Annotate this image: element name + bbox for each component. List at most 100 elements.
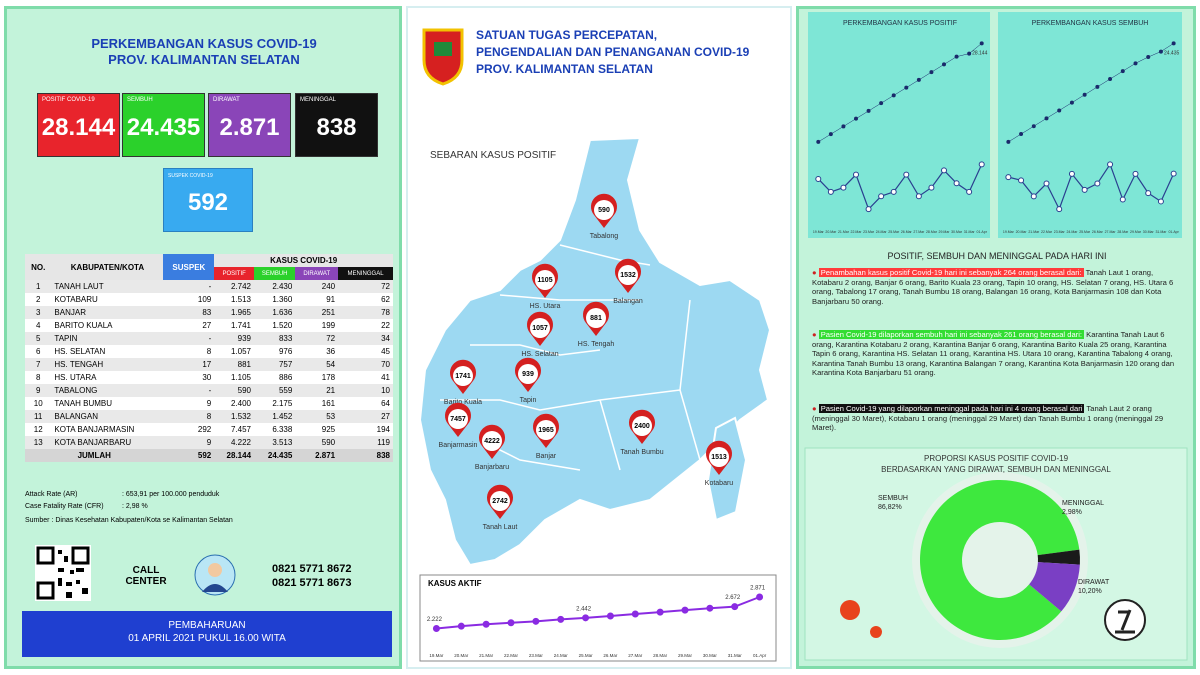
data-point [606, 612, 614, 620]
subheader-cell: MENINGGAL [338, 267, 393, 280]
today-item: ● Pasien Covid-19 dilaporkan sembuh hari… [812, 330, 1182, 378]
pin-face [594, 200, 614, 220]
map-title: SEBARAN KASUS POSITIF [430, 150, 557, 161]
region-name: Barito Kuala [444, 399, 482, 406]
table-cell: 9 [206, 399, 212, 408]
table-cell: 41 [381, 373, 390, 382]
region-name: Tanah Laut [483, 524, 518, 531]
table-cell: BARITO KUALA [54, 321, 113, 330]
table-cell: 64 [381, 399, 390, 408]
pin-face [530, 318, 550, 338]
donut-segment [1029, 562, 1080, 612]
table-cell: 2.175 [272, 399, 293, 408]
x-tick-label: 29.Mar [939, 230, 951, 234]
x-tick-label: 26.Mar [603, 653, 618, 658]
donut-segment [1037, 549, 1081, 565]
map-borders [440, 244, 701, 471]
stat-value: 28.144 [41, 114, 116, 141]
x-tick-label: 20.Mar [825, 230, 837, 234]
data-point [941, 167, 947, 174]
table-cell: 27 [202, 321, 212, 330]
x-tick-label: 24.Mar [1066, 230, 1078, 234]
region-name: Banjar [536, 453, 557, 460]
data-point [915, 193, 922, 200]
data-point [1043, 180, 1050, 187]
data-point [929, 70, 934, 75]
table-cell: KOTA BANJARMASIN [54, 425, 135, 434]
chart-title: KASUS AKTIF [428, 579, 482, 588]
stat-value: 2.871 [219, 114, 280, 141]
pin-value: 2742 [492, 498, 508, 505]
table-cell: 1.360 [272, 295, 293, 304]
data-point [815, 175, 822, 182]
data-point [954, 54, 959, 59]
bullet: ● [812, 330, 819, 339]
data-point [1119, 196, 1126, 203]
table-row: 1 TANAH LAUT - 2.742 2.430 240 72 [25, 280, 393, 293]
region-name: Tabalong [590, 233, 619, 240]
highlight: Penambahan kasus positif Covid-19 hari i… [818, 268, 1084, 277]
total-cell: 838 [376, 451, 390, 460]
active-chart-box [419, 574, 777, 662]
data-point [731, 603, 739, 611]
region-name: Banjarbaru [475, 464, 509, 471]
table-cell: 54 [326, 360, 336, 369]
table-cell: 9 [35, 386, 41, 395]
header-title: PENGENDALIAN DAN PENANGANAN COVID-19 [476, 45, 750, 59]
x-tick-label: 28.Mar [653, 653, 668, 658]
region-name: Kotabaru [705, 480, 734, 487]
pin-face [535, 270, 555, 290]
x-tick-label: 31.Mar [1155, 230, 1167, 234]
table-cell: 22 [381, 321, 390, 330]
x-tick-label: 31.Mar [964, 230, 976, 234]
stat-label: DIRAWAT [213, 97, 240, 103]
qr-finder [71, 546, 90, 565]
total-cell: 28.144 [226, 451, 252, 460]
data-point [928, 184, 935, 191]
table-cell: 62 [381, 295, 390, 304]
pin-value: 7457 [450, 416, 466, 423]
data-point [681, 606, 689, 614]
table-cell: TABALONG [54, 386, 98, 395]
table-cell: 1.741 [230, 321, 252, 330]
pin-face [482, 431, 502, 451]
table-total-row: JUMLAH 592 28.144 24.435 2.871 838 [25, 449, 393, 462]
table-cell: KOTABARU [54, 295, 98, 304]
microscope-icon [1104, 599, 1146, 641]
data-point [1031, 124, 1036, 129]
pin-value: 2400 [634, 423, 650, 430]
x-tick-label: 27.Mar [1105, 230, 1117, 234]
table-cell: 1.532 [230, 412, 252, 421]
table-cell: 34 [381, 334, 390, 343]
table-cell: 10 [381, 386, 390, 395]
data-point [1170, 170, 1177, 177]
table-row: 11 BALANGAN 8 1.532 1.452 53 27 [25, 410, 393, 423]
data-point [854, 116, 858, 121]
virus-icons [840, 600, 882, 638]
table-cell: 21 [326, 386, 336, 395]
note: Case Fatality Rate (CFR) [25, 503, 104, 510]
table-row: 7 HS. TENGAH 17 881 757 54 70 [25, 358, 393, 371]
x-tick-label: 31.Mar [728, 653, 743, 658]
table-row: 5 TAPIN - 939 833 72 34 [25, 332, 393, 345]
pin-value: 1741 [455, 373, 471, 380]
data-point [1019, 132, 1024, 137]
table-cell: 4 [35, 321, 41, 330]
title: PERKEMBANGAN KASUS COVID-19 [91, 36, 317, 51]
stat-box: DIRAWAT 2.871 [208, 93, 291, 157]
data-point [1056, 206, 1063, 213]
table-cell: 13 [33, 438, 43, 447]
x-tick-label: 29.Mar [678, 653, 693, 658]
data-point [828, 132, 833, 137]
data-point [1044, 116, 1049, 121]
table-cell: 119 [377, 438, 390, 447]
total-cell: JUMLAH [77, 451, 111, 460]
table-cell: 8 [35, 373, 41, 382]
pin-value: 1105 [537, 277, 552, 284]
header-cell: NO. [25, 254, 52, 280]
data-point [532, 617, 540, 625]
data-point [979, 41, 984, 46]
data-point [890, 188, 897, 195]
map-shape [418, 136, 772, 567]
data-point [966, 188, 973, 195]
